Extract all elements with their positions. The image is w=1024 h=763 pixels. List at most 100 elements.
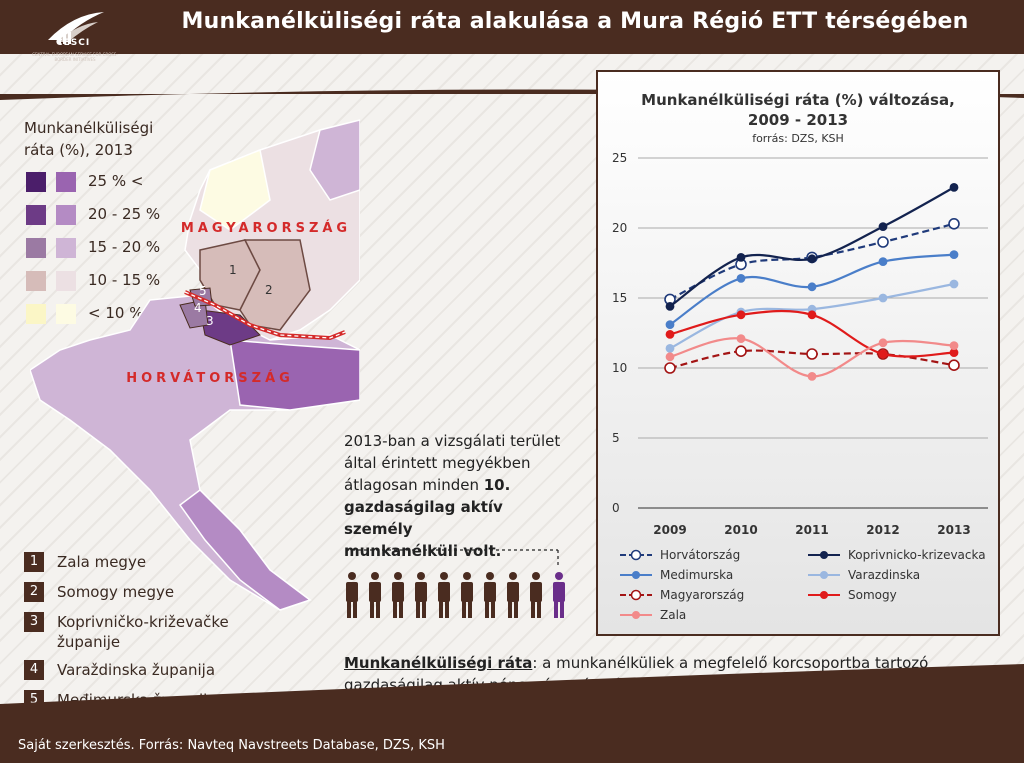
header-bar: Munkanélküliségi ráta alakulása a Mura R… [0, 0, 1024, 54]
data-point [665, 320, 675, 329]
chart-title: Munkanélküliségi ráta (%) változása, 200… [598, 90, 998, 130]
person-icon [392, 572, 404, 618]
series-line-0 [669, 222, 955, 301]
legend-swatch-hr [56, 271, 76, 291]
croatia-dalmatia [178, 489, 312, 611]
person-icon [530, 572, 542, 618]
person-icon [415, 572, 427, 618]
data-point [736, 273, 746, 283]
legend-label: Varazdinska [848, 568, 921, 582]
person-icon [507, 572, 519, 618]
legend-title-line1: Munkanélküliségi [24, 119, 154, 137]
legend-swatch-hu [26, 205, 46, 225]
region-name: Somogy megye [57, 583, 175, 601]
legend-label: Zala [660, 608, 687, 622]
info-line1: 2013-ban a vizsgálati terület [344, 432, 561, 450]
region-number: 4 [24, 660, 44, 680]
data-point [807, 371, 817, 381]
definition-term: Munkanélküliségi ráta [344, 654, 533, 672]
region-name: Zala megye [57, 553, 147, 571]
data-point [949, 279, 959, 289]
legend-label: Medimurska [660, 568, 734, 582]
legend-label: 15 - 20 % [88, 238, 161, 256]
info-text: 2013-ban a vizsgálati terület által érin… [344, 430, 574, 562]
footer-bar [0, 704, 1024, 763]
data-point [878, 293, 888, 303]
person-icon [369, 572, 381, 618]
data-point [949, 183, 959, 192]
data-point [807, 282, 817, 292]
region-name: Varaždinska županija [57, 661, 216, 679]
data-point [878, 222, 888, 231]
legend-label: 20 - 25 % [88, 205, 161, 223]
legend-label: 25 % < [88, 172, 144, 190]
legend-marker [620, 549, 652, 561]
data-point [878, 349, 888, 359]
hungary-north [199, 148, 271, 231]
page-title: Munkanélküliségi ráta alakulása a Mura R… [181, 9, 969, 34]
map-mura-region: MAGYARORSZÁG HORVÁTORSZÁG 1 2 3 4 5 [30, 119, 360, 611]
chart-panel: Munkanélküliségi ráta (%) változása, 200… [596, 70, 1000, 636]
info-line2: által érintett megyékben [344, 454, 531, 472]
data-point [807, 310, 817, 320]
data-point [949, 250, 959, 259]
region-label-4: 4 [194, 301, 202, 315]
person-icon [346, 572, 358, 618]
region-label-3: 3 [206, 314, 214, 328]
region-number: 1 [24, 552, 44, 572]
data-point [948, 218, 960, 230]
region-label-2: 2 [265, 283, 273, 297]
region-label-5: 5 [199, 284, 207, 298]
croatia-east [229, 339, 360, 411]
legend-swatch-hr [56, 238, 76, 258]
data-point [878, 338, 888, 348]
legend-marker [620, 610, 652, 620]
legend-label: Magyarország [660, 588, 745, 602]
person-icon [461, 572, 473, 618]
cesci-logo [18, 6, 128, 66]
legend-swatch-hr [56, 205, 76, 225]
legend-label: Somogy [848, 588, 897, 602]
map-legend-title: Munkanélküliségi ráta (%), 2013 [24, 117, 153, 161]
region-number: 3 [24, 612, 44, 632]
legend-swatch-hr [56, 172, 76, 192]
data-point [949, 348, 959, 357]
legend-swatch-hu [26, 172, 46, 192]
hungary-east [309, 119, 360, 201]
info-highlight: 10. [483, 476, 511, 494]
data-point [807, 254, 817, 264]
data-point [736, 252, 746, 262]
data-point [665, 343, 675, 353]
person-icon [438, 572, 450, 618]
country-label-hr: HORVÁTORSZÁG [126, 370, 294, 386]
chart-source: forrás: DZS, KSH [752, 132, 844, 145]
info-line3: átlagosan minden [344, 476, 479, 494]
person-icon-unemployed [553, 572, 565, 618]
data-point [665, 301, 675, 311]
data-point [949, 341, 959, 350]
data-point [948, 359, 960, 372]
y-tick-label: 0 [612, 501, 620, 515]
y-tick-label: 5 [612, 431, 620, 445]
data-point [878, 257, 888, 266]
x-tick-label: 2013 [937, 523, 970, 537]
data-point [736, 310, 746, 320]
x-tick-label: 2011 [795, 523, 828, 537]
y-tick-label: 25 [612, 151, 627, 165]
x-tick-label: 2010 [724, 523, 757, 537]
legend-swatch-hr [56, 304, 76, 324]
legend-swatch-hu [26, 238, 46, 258]
x-tick-label: 2009 [653, 523, 686, 537]
x-tick-label: 2012 [866, 523, 899, 537]
legend-marker [808, 550, 840, 560]
y-tick-label: 15 [612, 291, 627, 305]
info-line5: munkanélküli volt. [344, 542, 502, 560]
legend-marker [620, 589, 652, 601]
footer-swoosh [0, 664, 1024, 710]
country-label-hu: MAGYARORSZÁG [181, 220, 351, 236]
legend-marker [808, 570, 840, 580]
chart-title-line1: Munkanélküliségi ráta (%) változása, [641, 91, 955, 109]
region-name: Koprivničko-križevačke županije [57, 613, 229, 651]
data-point [664, 362, 676, 374]
legend-marker [808, 590, 840, 600]
